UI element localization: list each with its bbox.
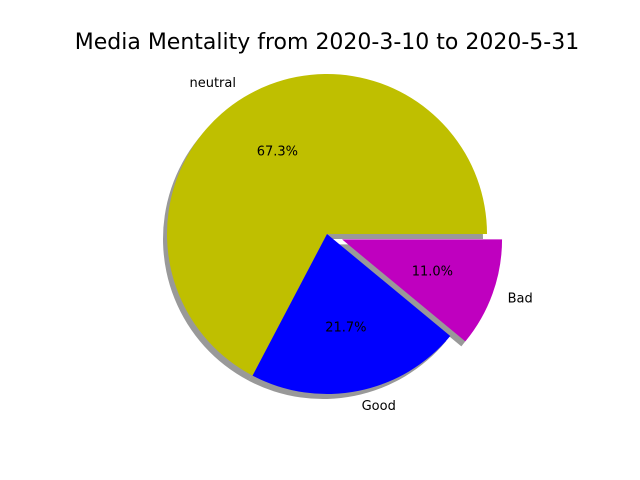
pie-labels: neutral 67.3% Good 21.7% Bad 11.0% (189, 76, 532, 414)
slice-pct-bad: 11.0% (412, 264, 453, 279)
pie-slices (167, 73, 503, 394)
slice-pct-neutral: 67.3% (257, 144, 298, 159)
slice-bad (342, 239, 503, 342)
slice-label-bad: Bad (508, 292, 533, 307)
slice-label-neutral: neutral (189, 76, 236, 91)
slice-label-good: Good (362, 399, 396, 414)
slice-neutral (167, 73, 487, 376)
slice-pct-good: 21.7% (325, 321, 366, 336)
chart-title: Media Mentality from 2020-3-10 to 2020-5… (75, 30, 579, 55)
slice-good (252, 234, 451, 394)
